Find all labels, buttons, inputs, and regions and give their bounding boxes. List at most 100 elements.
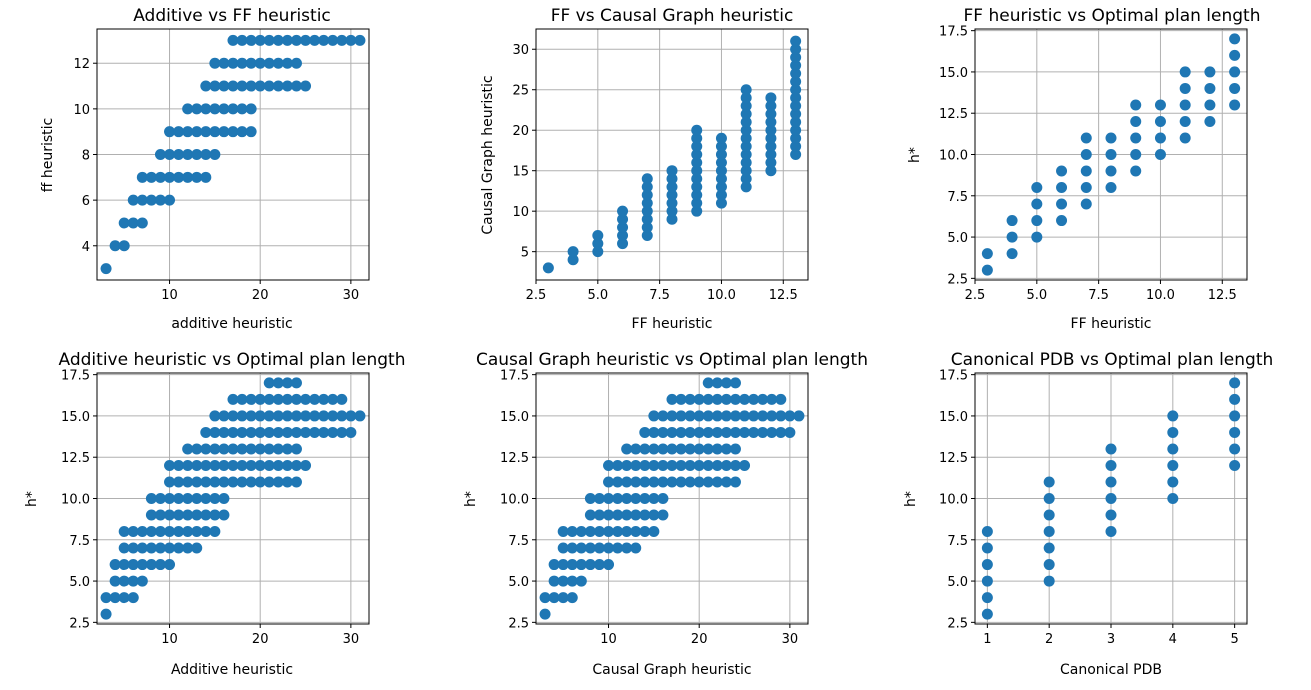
scatter-point — [740, 100, 752, 112]
scatter-point — [200, 426, 212, 438]
scatter-point — [981, 575, 993, 587]
scatter-point — [1043, 509, 1055, 521]
scatter-point — [691, 205, 703, 217]
scatter-point — [715, 149, 727, 160]
subplot-6: Canonical PDB vs Optimal plan length Can… — [903, 350, 1273, 678]
scatter-point — [684, 410, 696, 422]
scatter-point — [200, 103, 212, 115]
y-tick-label: 17.5 — [61, 369, 90, 384]
x-tick-label: 7.5 — [1088, 288, 1109, 303]
scatter-point — [557, 542, 569, 554]
scatter-point — [327, 393, 339, 405]
scatter-point — [272, 377, 284, 389]
scatter-point — [154, 171, 166, 183]
scatter-point — [1130, 165, 1142, 177]
x-tick-label: 10 — [161, 632, 178, 647]
scatter-point — [765, 165, 777, 177]
scatter-point — [1154, 132, 1166, 144]
scatter-point — [1130, 149, 1142, 160]
scatter-point — [200, 149, 212, 160]
scatter-point — [281, 80, 293, 92]
scatter-point — [981, 592, 993, 604]
scatter-point — [218, 509, 230, 521]
scatter-point — [693, 476, 705, 488]
scatter-point — [191, 103, 203, 115]
x-tick-label: 30 — [782, 632, 799, 647]
scatter-point — [739, 459, 751, 471]
scatter-point — [1167, 459, 1179, 471]
y-tick-label: 7.5 — [947, 190, 968, 205]
scatter-point — [639, 459, 651, 471]
scatter-point — [191, 149, 203, 160]
scatter-point — [200, 459, 212, 471]
scatter-point — [1154, 99, 1166, 111]
scatter-point — [109, 559, 121, 571]
scatter-point — [648, 426, 660, 438]
scatter-point — [657, 476, 669, 488]
scatter-point — [684, 426, 696, 438]
scatter-point — [300, 80, 312, 92]
scatter-point — [127, 526, 139, 538]
scatter-point — [1179, 99, 1191, 111]
scatter-point — [173, 149, 185, 160]
scatter-point — [127, 194, 139, 206]
scatter-point — [757, 410, 769, 422]
scatter-point — [765, 140, 777, 152]
scatter-point — [739, 410, 751, 422]
scatter-point — [318, 410, 330, 422]
scatter-point — [1080, 182, 1092, 194]
scatter-point — [1179, 132, 1191, 144]
scatter-point — [109, 575, 121, 587]
scatter-point — [639, 426, 651, 438]
scatter-point — [648, 459, 660, 471]
scatter-point — [182, 459, 194, 471]
scatter-point — [164, 526, 176, 538]
scatter-point — [200, 443, 212, 455]
scatter-point — [290, 443, 302, 455]
scatter-point — [765, 157, 777, 169]
scatter-point — [765, 92, 777, 104]
scatter-point — [666, 181, 678, 193]
scatter-point — [1105, 459, 1117, 471]
scatter-point — [200, 526, 212, 538]
scatter-point — [290, 377, 302, 389]
scatter-point — [127, 559, 139, 571]
scatter-point — [740, 132, 752, 144]
scatter-point — [245, 80, 257, 92]
x-tick-label: 20 — [252, 288, 269, 303]
scatter-point — [218, 410, 230, 422]
y-tick-label: 5.0 — [508, 575, 529, 590]
subplot-4: Additive heuristic vs Optimal plan lengt… — [24, 350, 405, 678]
scatter-point — [1229, 377, 1241, 389]
scatter-point — [1179, 66, 1191, 78]
scatter-point — [154, 542, 166, 554]
scatter-point — [164, 459, 176, 471]
scatter-point — [182, 476, 194, 488]
scatter-point — [693, 393, 705, 405]
x-tick-label: 20 — [252, 632, 269, 647]
scatter-point — [227, 57, 239, 69]
scatter-point — [612, 542, 624, 554]
y-tick-label: 10.0 — [939, 149, 968, 164]
scatter-point — [790, 68, 802, 80]
scatter-point — [191, 476, 203, 488]
scatter-point — [236, 103, 248, 115]
scatter-point — [1204, 66, 1216, 78]
scatter-point — [1105, 509, 1117, 521]
scatter-point — [691, 132, 703, 144]
y-tick-label: 20 — [512, 124, 529, 139]
scatter-point — [1167, 443, 1179, 455]
scatter-point — [1229, 393, 1241, 405]
scatter-point — [318, 393, 330, 405]
scatter-point — [691, 165, 703, 177]
scatter-point — [127, 592, 139, 604]
x-tick-label: 10 — [161, 288, 178, 303]
scatter-point — [272, 443, 284, 455]
plot-content: 1 2 3 4 5 2.5 5.0 7.5 10.0 12.5 15.0 17.5 — [939, 369, 1247, 647]
scatter-point — [740, 149, 752, 160]
scatter-point — [639, 509, 651, 521]
scatter-point — [290, 393, 302, 405]
scatter-point — [1204, 115, 1216, 127]
scatter-point — [775, 393, 787, 405]
scatter-point — [575, 542, 587, 554]
